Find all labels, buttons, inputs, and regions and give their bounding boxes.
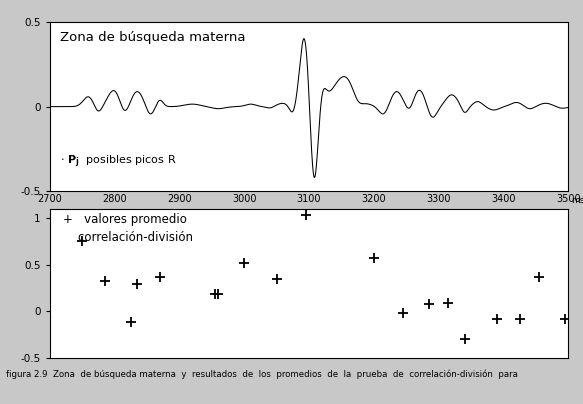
Text: 3300: 3300 <box>426 194 451 204</box>
Text: 2800: 2800 <box>102 194 127 204</box>
Text: +   valores promedio
    correlación-división: + valores promedio correlación-división <box>62 213 192 244</box>
Text: 3000: 3000 <box>232 194 257 204</box>
Point <box>213 291 223 298</box>
Point <box>301 212 310 219</box>
Point <box>272 275 281 282</box>
Point <box>369 255 378 261</box>
Point <box>78 238 87 244</box>
Point <box>155 274 164 280</box>
Text: $\cdot\ \mathbf{P_j}\ $ posibles picos R: $\cdot\ \mathbf{P_j}\ $ posibles picos R <box>60 154 177 170</box>
Text: 3500: 3500 <box>556 194 581 204</box>
Point <box>424 301 434 307</box>
Text: 3100: 3100 <box>297 194 321 204</box>
Text: 2700: 2700 <box>37 194 62 204</box>
Point <box>444 299 453 306</box>
Text: figura 2.9  Zona  de búsqueda materna  y  resultados  de  los  promedios  de  la: figura 2.9 Zona de búsqueda materna y re… <box>6 370 518 379</box>
Point <box>100 278 110 284</box>
Text: 3400: 3400 <box>491 194 516 204</box>
Point <box>493 316 502 323</box>
Point <box>460 336 469 342</box>
Point <box>210 291 220 298</box>
Text: 2900: 2900 <box>167 194 192 204</box>
Point <box>515 316 525 323</box>
Text: Zona de búsqueda materna: Zona de búsqueda materna <box>60 31 245 44</box>
Point <box>240 259 249 266</box>
Text: ms): ms) <box>571 196 583 205</box>
Point <box>560 316 570 323</box>
Point <box>535 274 544 280</box>
Text: 3200: 3200 <box>361 194 386 204</box>
Point <box>398 310 408 316</box>
Point <box>126 319 135 326</box>
Point <box>132 281 142 287</box>
